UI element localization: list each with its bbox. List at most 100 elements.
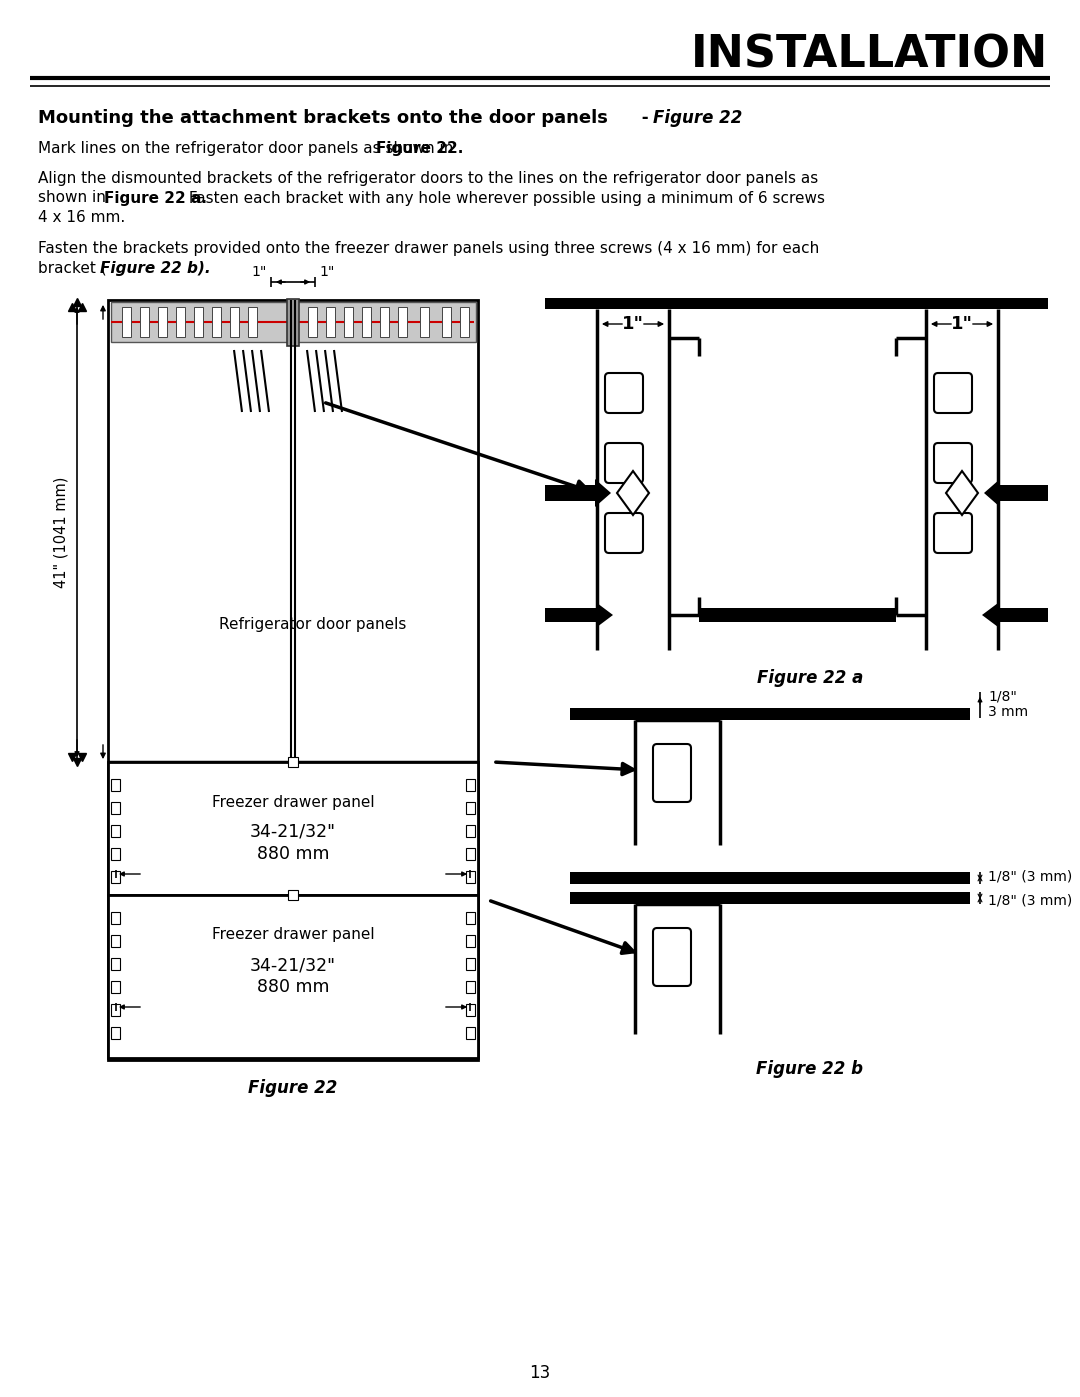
Text: Figure 22 b).: Figure 22 b). bbox=[100, 260, 211, 275]
Bar bbox=[111, 1027, 120, 1039]
Bar bbox=[570, 708, 970, 719]
Bar bbox=[399, 307, 407, 337]
Bar bbox=[465, 1004, 475, 1016]
Bar bbox=[111, 958, 120, 970]
Bar bbox=[111, 802, 120, 814]
Bar bbox=[465, 802, 475, 814]
Polygon shape bbox=[984, 479, 1000, 507]
FancyBboxPatch shape bbox=[653, 745, 691, 802]
Text: -: - bbox=[636, 109, 654, 127]
Text: 880 mm: 880 mm bbox=[257, 845, 329, 863]
Bar bbox=[248, 307, 257, 337]
Bar bbox=[420, 307, 429, 337]
Bar bbox=[288, 890, 298, 900]
FancyBboxPatch shape bbox=[605, 443, 643, 483]
Text: shown in: shown in bbox=[38, 190, 111, 205]
Text: 1/8" (3 mm): 1/8" (3 mm) bbox=[988, 893, 1072, 907]
Bar bbox=[108, 761, 478, 895]
FancyBboxPatch shape bbox=[934, 513, 972, 553]
Bar bbox=[699, 608, 896, 622]
Bar bbox=[111, 826, 120, 837]
Bar bbox=[194, 307, 203, 337]
Polygon shape bbox=[946, 471, 978, 515]
Bar bbox=[345, 307, 353, 337]
Bar bbox=[111, 870, 120, 883]
Bar bbox=[140, 307, 149, 337]
Bar bbox=[287, 299, 299, 346]
Bar bbox=[465, 958, 475, 970]
Bar bbox=[108, 300, 478, 1060]
Text: 41" (1041 mm): 41" (1041 mm) bbox=[54, 476, 68, 588]
Bar bbox=[465, 870, 475, 883]
Bar bbox=[570, 893, 970, 904]
Polygon shape bbox=[982, 604, 998, 627]
Text: Refrigerator door panels: Refrigerator door panels bbox=[219, 617, 407, 633]
Bar bbox=[545, 485, 595, 502]
Text: 34-21/32": 34-21/32" bbox=[249, 956, 336, 974]
Bar bbox=[326, 307, 335, 337]
Bar bbox=[111, 848, 120, 861]
Text: Figure 22 a: Figure 22 a bbox=[757, 669, 863, 687]
Text: 1": 1" bbox=[252, 265, 267, 279]
Bar bbox=[460, 307, 469, 337]
Polygon shape bbox=[617, 471, 649, 515]
Text: Mounting the attachment brackets onto the door panels: Mounting the attachment brackets onto th… bbox=[38, 109, 608, 127]
Bar bbox=[308, 307, 318, 337]
Text: 1": 1" bbox=[622, 314, 644, 332]
Text: Freezer drawer panel: Freezer drawer panel bbox=[212, 928, 375, 943]
Bar bbox=[111, 981, 120, 993]
Text: 1": 1" bbox=[320, 265, 335, 279]
Polygon shape bbox=[595, 479, 611, 507]
Text: 1/8" (3 mm): 1/8" (3 mm) bbox=[988, 869, 1072, 883]
Bar bbox=[288, 757, 298, 767]
Bar bbox=[465, 981, 475, 993]
Text: Fasten each bracket with any hole wherever possible using a minimum of 6 screws: Fasten each bracket with any hole wherev… bbox=[184, 190, 825, 205]
Text: Align the dismounted brackets of the refrigerator doors to the lines on the refr: Align the dismounted brackets of the ref… bbox=[38, 170, 819, 186]
Text: Mark lines on the refrigerator door panels as shown in: Mark lines on the refrigerator door pane… bbox=[38, 141, 458, 155]
Bar bbox=[1000, 485, 1048, 502]
Bar bbox=[442, 307, 451, 337]
FancyBboxPatch shape bbox=[605, 513, 643, 553]
Bar bbox=[570, 872, 970, 884]
Text: Figure 22: Figure 22 bbox=[653, 109, 742, 127]
Text: Figure 22 b: Figure 22 b bbox=[756, 1060, 864, 1078]
FancyBboxPatch shape bbox=[653, 928, 691, 986]
Bar bbox=[122, 307, 131, 337]
Text: 1/8": 1/8" bbox=[988, 690, 1017, 704]
Bar bbox=[465, 912, 475, 923]
Text: 13: 13 bbox=[529, 1363, 551, 1382]
Bar bbox=[465, 848, 475, 861]
Bar bbox=[380, 307, 389, 337]
Text: 4 x 16 mm.: 4 x 16 mm. bbox=[38, 211, 125, 225]
Bar bbox=[176, 307, 185, 337]
Bar bbox=[111, 912, 120, 923]
Bar bbox=[111, 302, 291, 342]
FancyBboxPatch shape bbox=[934, 373, 972, 414]
Bar bbox=[465, 780, 475, 791]
Bar bbox=[465, 1027, 475, 1039]
Bar bbox=[362, 307, 372, 337]
Bar bbox=[108, 895, 478, 1058]
Text: 880 mm: 880 mm bbox=[257, 978, 329, 996]
Text: 3 mm: 3 mm bbox=[988, 705, 1028, 719]
Bar bbox=[111, 935, 120, 947]
Bar bbox=[111, 780, 120, 791]
Bar bbox=[158, 307, 167, 337]
Bar bbox=[230, 307, 239, 337]
Bar bbox=[296, 302, 476, 342]
Bar bbox=[465, 935, 475, 947]
Bar bbox=[212, 307, 221, 337]
Text: INSTALLATION: INSTALLATION bbox=[691, 34, 1048, 77]
Text: 34-21/32": 34-21/32" bbox=[249, 823, 336, 841]
Bar bbox=[545, 608, 597, 622]
FancyBboxPatch shape bbox=[934, 443, 972, 483]
Bar bbox=[111, 1004, 120, 1016]
Text: Fasten the brackets provided onto the freezer drawer panels using three screws (: Fasten the brackets provided onto the fr… bbox=[38, 240, 820, 256]
Bar bbox=[998, 608, 1048, 622]
Text: 1": 1" bbox=[951, 314, 973, 332]
Bar bbox=[545, 298, 1048, 309]
Text: bracket (: bracket ( bbox=[38, 260, 107, 275]
Bar bbox=[465, 826, 475, 837]
Text: Figure 22.: Figure 22. bbox=[376, 141, 463, 155]
Text: Figure 22: Figure 22 bbox=[248, 1078, 338, 1097]
